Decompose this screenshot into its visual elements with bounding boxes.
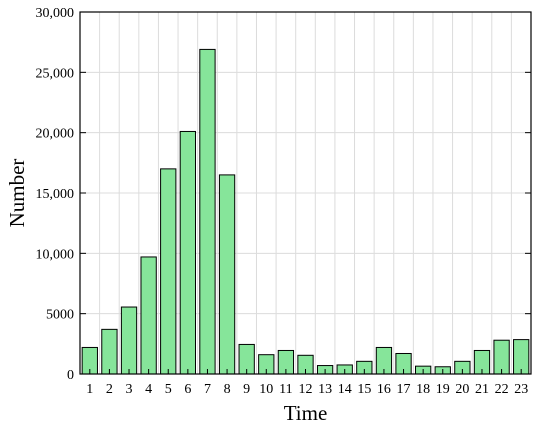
x-tick-label: 19 xyxy=(436,382,450,397)
axis-ticks xyxy=(80,11,531,375)
x-tick-label: 20 xyxy=(455,382,469,397)
x-tick-label: 10 xyxy=(259,382,273,397)
bar-3 xyxy=(120,306,138,375)
bar-6 xyxy=(179,130,196,375)
x-tick-label: 2 xyxy=(106,382,113,397)
x-tick-label: 16 xyxy=(377,382,391,397)
x-tick-label: 1 xyxy=(86,382,93,397)
x-tick-label: 18 xyxy=(416,382,430,397)
x-tick-label: 12 xyxy=(299,382,313,397)
bar-7 xyxy=(199,48,216,375)
x-tick-label: 8 xyxy=(224,382,231,397)
x-tick-label: 7 xyxy=(204,382,211,397)
x-tick-label: 22 xyxy=(495,382,509,397)
y-tick-label: 20,000 xyxy=(36,127,75,142)
bar-8 xyxy=(218,174,236,375)
x-tick-label: 21 xyxy=(475,382,489,397)
x-tick-label: 15 xyxy=(357,382,371,397)
y-tick-label: 30,000 xyxy=(36,6,75,21)
y-tick-label: 5000 xyxy=(46,308,74,323)
x-tick-label: 14 xyxy=(338,382,352,397)
bar-5 xyxy=(160,168,177,375)
x-tick-label: 9 xyxy=(243,382,250,397)
y-tick-label: 0 xyxy=(67,368,74,383)
x-tick-label: 4 xyxy=(145,382,152,397)
y-tick-label: 15,000 xyxy=(36,187,75,202)
x-tick-label: 5 xyxy=(165,382,172,397)
x-tick-label: 11 xyxy=(279,382,292,397)
y-tick-label: 10,000 xyxy=(36,247,75,262)
x-tick-label: 13 xyxy=(318,382,332,397)
y-axis-title: Number xyxy=(5,159,29,228)
x-tick-label: 23 xyxy=(514,382,528,397)
x-axis-title: Time xyxy=(284,401,328,425)
y-tick-label: 25,000 xyxy=(36,66,75,81)
grid xyxy=(80,12,531,374)
bar-23 xyxy=(513,339,530,375)
bars xyxy=(81,48,530,375)
bar-2 xyxy=(101,328,118,375)
bar-4 xyxy=(140,256,157,375)
x-tick-label: 3 xyxy=(126,382,133,397)
bar-22 xyxy=(493,339,510,375)
x-tick-label: 17 xyxy=(397,382,411,397)
x-tick-label: 6 xyxy=(184,382,191,397)
